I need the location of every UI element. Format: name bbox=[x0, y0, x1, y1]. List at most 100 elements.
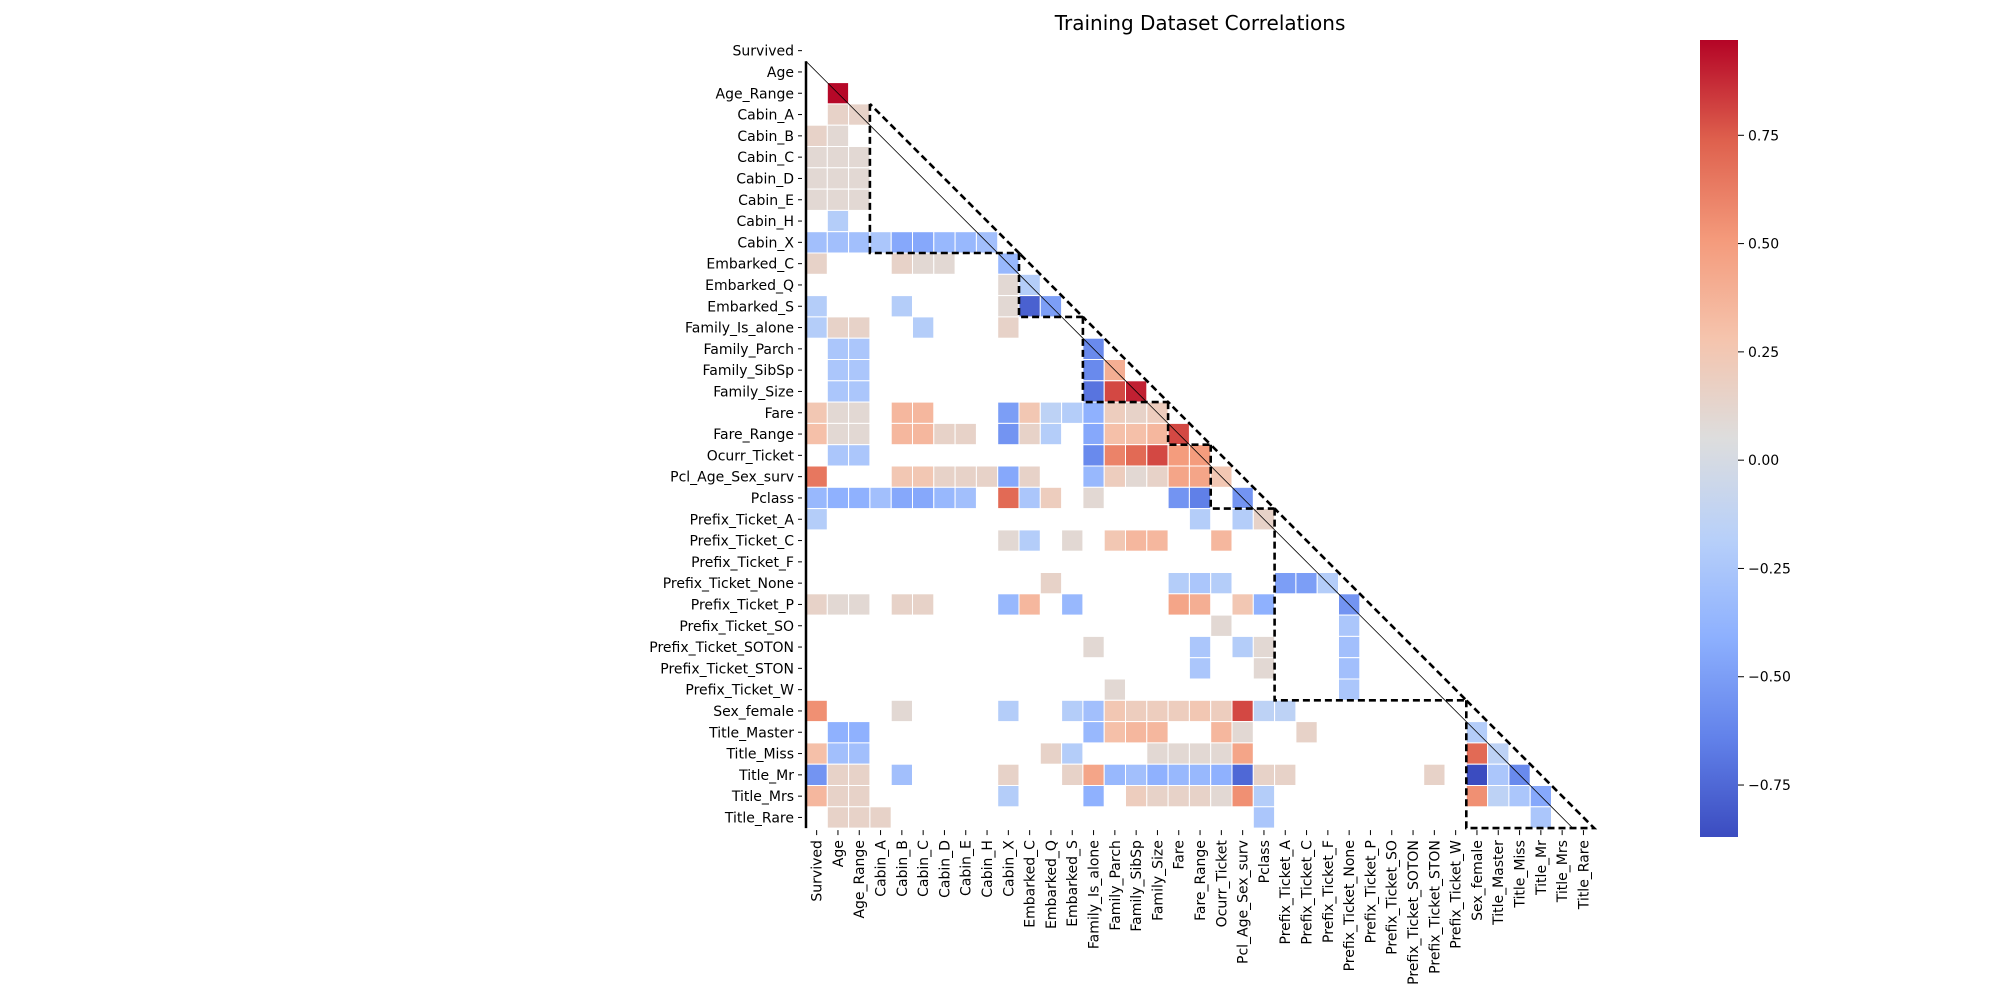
heatmap-cell bbox=[805, 188, 828, 211]
heatmap-cell bbox=[997, 295, 1020, 318]
y-tick-label: Fare bbox=[765, 406, 794, 422]
heatmap-cell bbox=[1188, 699, 1212, 723]
heatmap-cell bbox=[826, 103, 850, 126]
y-tick-label: Title_Mrs bbox=[731, 789, 794, 805]
heatmap-cell bbox=[912, 316, 935, 339]
heatmap-cell bbox=[890, 593, 914, 616]
heatmap-cell bbox=[954, 465, 977, 488]
heatmap-cell bbox=[1252, 593, 1276, 616]
heatmap-cell bbox=[805, 422, 828, 446]
x-tick-label: Title_Rare bbox=[1576, 840, 1592, 910]
heatmap-cell bbox=[805, 763, 828, 787]
heatmap-cell bbox=[1061, 699, 1084, 723]
y-tick-label: Cabin_E bbox=[738, 193, 794, 209]
heatmap-cell bbox=[805, 167, 828, 190]
heatmap-cell bbox=[1082, 763, 1105, 787]
y-tick-label: Prefix_Ticket_SOTON bbox=[649, 640, 794, 656]
heatmap-cell bbox=[1167, 465, 1190, 488]
y-tick-label: Embarked_C bbox=[706, 257, 794, 273]
heatmap-cell bbox=[1188, 785, 1212, 808]
heatmap-cell bbox=[848, 337, 871, 361]
x-tick-label: Prefix_Ticket_SO bbox=[1385, 840, 1401, 955]
y-tick-label: Prefix_Ticket_F bbox=[691, 555, 794, 571]
heatmap-cell bbox=[1465, 742, 1489, 765]
y-tick-label: Prefix_Ticket_A bbox=[690, 512, 795, 528]
heatmap-cell bbox=[869, 486, 892, 510]
heatmap-cell bbox=[1210, 721, 1233, 744]
colorbar-tick-label: 0.50 bbox=[1748, 237, 1779, 253]
x-tick-label: Age bbox=[831, 840, 847, 867]
heatmap-cell bbox=[997, 465, 1020, 488]
heatmap-cell bbox=[869, 806, 892, 829]
heatmap-cell bbox=[975, 465, 999, 488]
heatmap-cell bbox=[1039, 742, 1063, 765]
colorbar-gradient bbox=[1700, 40, 1738, 837]
heatmap-cell bbox=[1295, 572, 1318, 595]
heatmap-cell bbox=[805, 465, 828, 488]
heatmap-cell bbox=[826, 231, 850, 254]
heatmap-cell bbox=[1231, 699, 1254, 723]
heatmap-cell bbox=[848, 742, 871, 765]
colorbar-tick-label: 0.25 bbox=[1748, 345, 1779, 361]
heatmap-cell bbox=[1061, 742, 1084, 765]
heatmap-cell bbox=[1167, 593, 1190, 616]
heatmap-cell bbox=[1082, 785, 1105, 808]
heatmap-cell bbox=[1103, 699, 1126, 723]
heatmap-cell bbox=[1125, 465, 1148, 488]
heatmap-cell bbox=[805, 593, 828, 616]
heatmap-cell bbox=[1082, 465, 1105, 488]
heatmap-cell bbox=[1103, 763, 1126, 787]
heatmap-cell bbox=[1210, 742, 1233, 765]
colorbar-tick-label: 0.75 bbox=[1748, 128, 1779, 144]
y-tick-label: Prefix_Ticket_C bbox=[689, 534, 794, 550]
colorbar-ticks: −0.75 −0.50 −0.25 0.00 0.25 0.50 0.75 bbox=[1738, 128, 1791, 794]
heatmap-cell bbox=[1167, 572, 1190, 595]
heatmap-cell bbox=[805, 124, 828, 147]
heatmap-cell bbox=[1061, 529, 1084, 552]
y-tick-label: Family_Size bbox=[713, 384, 794, 400]
heatmap-cell bbox=[1061, 763, 1084, 787]
heatmap-cell bbox=[1082, 486, 1105, 510]
heatmap-cell bbox=[1125, 422, 1148, 446]
heatmap-cell bbox=[933, 486, 956, 510]
heatmap-cell bbox=[1146, 422, 1169, 446]
heatmap-cell bbox=[890, 763, 914, 787]
heatmap-cell bbox=[848, 167, 871, 190]
heatmap-cell bbox=[1338, 635, 1361, 659]
heatmap-cell bbox=[848, 401, 871, 424]
heatmap-cell bbox=[1188, 486, 1212, 510]
x-tick-label: Prefix_Ticket_W bbox=[1449, 840, 1465, 949]
heatmap-cell bbox=[1210, 529, 1233, 552]
heatmap-cell bbox=[1039, 401, 1063, 424]
heatmap-cell bbox=[1018, 593, 1041, 616]
x-tick-label: Prefix_Ticket_None bbox=[1342, 840, 1358, 971]
x-tick-label: Cabin_B bbox=[895, 840, 911, 897]
heatmap-cell bbox=[1252, 657, 1276, 680]
cluster-outline bbox=[1273, 507, 1470, 702]
y-tick-label: Ocurr_Ticket bbox=[707, 448, 795, 464]
heatmap-cell bbox=[1167, 444, 1190, 467]
heatmap-cell bbox=[826, 486, 850, 510]
heatmap-cell bbox=[805, 295, 828, 318]
heatmap-cell bbox=[1146, 721, 1169, 744]
heatmap-cell bbox=[1465, 763, 1489, 787]
heatmap-cell bbox=[1061, 593, 1084, 616]
heatmap-cell bbox=[1146, 465, 1169, 488]
heatmap-cell bbox=[997, 486, 1020, 510]
y-tick-label: Prefix_Ticket_W bbox=[685, 683, 794, 699]
heatmap-cell bbox=[848, 422, 871, 446]
heatmap-cell bbox=[1103, 444, 1126, 467]
heatmap-cell bbox=[826, 209, 850, 233]
y-tick-label: Pclass bbox=[751, 491, 794, 507]
y-tick-label: Prefix_Ticket_None bbox=[663, 576, 794, 592]
heatmap-cell bbox=[912, 465, 935, 488]
heatmap-cell bbox=[954, 422, 977, 446]
heatmap-cell bbox=[826, 337, 850, 361]
heatmap-cell bbox=[1338, 614, 1361, 637]
colorbar: −0.75 −0.50 −0.25 0.00 0.25 0.50 0.75 bbox=[1700, 40, 1791, 837]
x-tick-label: Cabin_X bbox=[1001, 840, 1017, 897]
heatmap-cell bbox=[1231, 508, 1254, 531]
heatmap-cell bbox=[1252, 699, 1276, 723]
heatmap-cell bbox=[1082, 380, 1105, 403]
heatmap-cell bbox=[1103, 401, 1126, 424]
